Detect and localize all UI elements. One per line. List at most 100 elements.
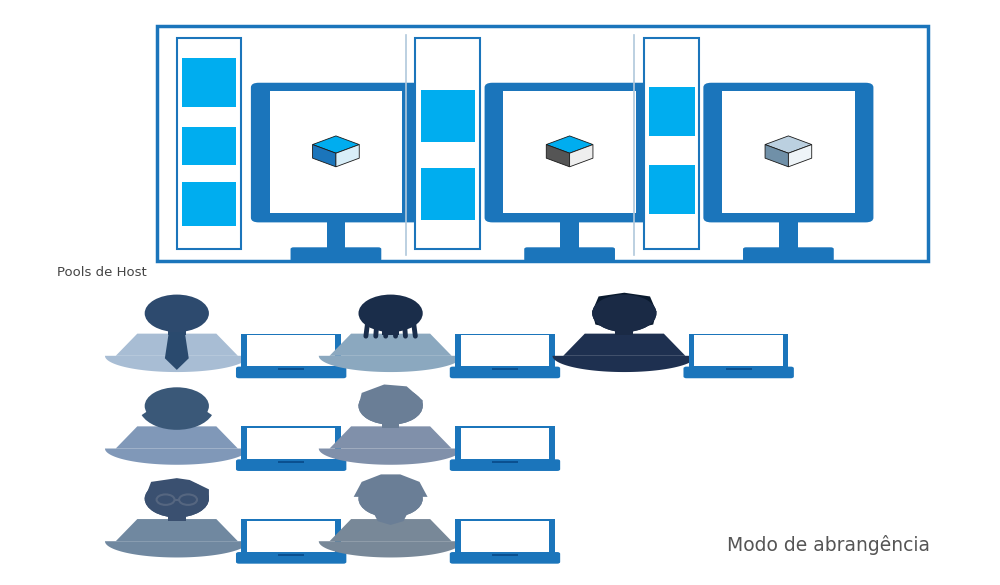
Polygon shape	[319, 541, 462, 558]
FancyBboxPatch shape	[291, 247, 381, 261]
Bar	[168, 515, 186, 521]
Polygon shape	[330, 333, 452, 356]
Bar	[182, 183, 236, 226]
Polygon shape	[313, 136, 359, 153]
Circle shape	[358, 295, 423, 332]
Bar	[560, 218, 579, 249]
Bar	[327, 218, 345, 249]
Bar	[492, 367, 518, 370]
FancyBboxPatch shape	[450, 552, 560, 564]
Bar	[382, 515, 399, 521]
Polygon shape	[563, 333, 685, 356]
Bar	[649, 165, 695, 214]
Bar	[168, 329, 186, 335]
Bar	[779, 218, 798, 249]
Polygon shape	[319, 449, 462, 464]
Bar	[615, 329, 633, 335]
Polygon shape	[116, 426, 238, 449]
Bar	[726, 367, 752, 370]
Polygon shape	[330, 519, 452, 541]
Polygon shape	[788, 144, 812, 167]
Polygon shape	[105, 356, 249, 372]
Bar	[722, 91, 855, 213]
Bar	[421, 168, 475, 220]
Polygon shape	[546, 136, 593, 153]
Polygon shape	[145, 478, 209, 499]
Bar	[177, 37, 241, 249]
Bar	[247, 521, 335, 552]
Bar	[247, 335, 335, 366]
Circle shape	[145, 480, 209, 518]
FancyBboxPatch shape	[743, 247, 834, 261]
Circle shape	[358, 387, 423, 425]
Bar	[182, 128, 236, 165]
Polygon shape	[319, 356, 462, 372]
FancyBboxPatch shape	[524, 247, 615, 261]
FancyBboxPatch shape	[236, 459, 346, 471]
Circle shape	[145, 480, 209, 518]
Polygon shape	[373, 512, 408, 525]
Text: Modo de abrangência: Modo de abrangência	[727, 535, 930, 555]
Polygon shape	[765, 144, 788, 167]
Polygon shape	[313, 144, 336, 167]
Polygon shape	[358, 384, 423, 406]
Circle shape	[145, 295, 209, 332]
Polygon shape	[765, 136, 812, 153]
FancyBboxPatch shape	[450, 367, 560, 378]
Bar	[278, 367, 304, 370]
Circle shape	[358, 480, 423, 518]
Bar	[492, 459, 518, 463]
Polygon shape	[116, 519, 238, 541]
Circle shape	[358, 480, 423, 518]
Bar	[241, 519, 341, 554]
Bar	[247, 428, 335, 459]
Bar	[492, 552, 518, 556]
Bar	[455, 519, 555, 554]
FancyBboxPatch shape	[450, 459, 560, 471]
Bar	[168, 422, 186, 428]
Polygon shape	[165, 332, 189, 370]
Polygon shape	[354, 474, 428, 497]
Bar	[382, 329, 399, 335]
Bar	[455, 426, 555, 461]
Bar	[270, 91, 402, 213]
FancyBboxPatch shape	[703, 82, 873, 222]
Bar	[157, 26, 928, 261]
Polygon shape	[330, 426, 452, 449]
Text: Pools de Host: Pools de Host	[57, 266, 147, 280]
Bar	[689, 333, 788, 369]
Bar	[503, 91, 636, 213]
Bar	[461, 428, 549, 459]
Bar	[461, 335, 549, 366]
Bar	[649, 87, 695, 136]
Bar	[278, 459, 304, 463]
Bar	[421, 90, 475, 142]
Bar	[182, 58, 236, 107]
Bar	[644, 37, 699, 249]
Polygon shape	[546, 144, 570, 167]
Circle shape	[592, 295, 656, 332]
Bar	[241, 333, 341, 369]
FancyBboxPatch shape	[251, 82, 421, 222]
Bar	[241, 426, 341, 461]
Bar	[382, 422, 399, 428]
FancyBboxPatch shape	[236, 552, 346, 564]
Polygon shape	[116, 333, 238, 356]
Circle shape	[358, 387, 423, 425]
FancyBboxPatch shape	[236, 367, 346, 378]
FancyBboxPatch shape	[683, 367, 794, 378]
Polygon shape	[552, 356, 696, 372]
Polygon shape	[570, 144, 593, 167]
Circle shape	[592, 295, 656, 332]
Bar	[278, 552, 304, 556]
Polygon shape	[336, 144, 359, 167]
Polygon shape	[592, 292, 656, 331]
Polygon shape	[105, 541, 249, 558]
Circle shape	[145, 387, 209, 425]
Bar	[461, 521, 549, 552]
Polygon shape	[105, 449, 249, 464]
FancyBboxPatch shape	[485, 82, 655, 222]
Bar	[415, 37, 480, 249]
Bar	[455, 333, 555, 369]
Bar	[694, 335, 783, 366]
